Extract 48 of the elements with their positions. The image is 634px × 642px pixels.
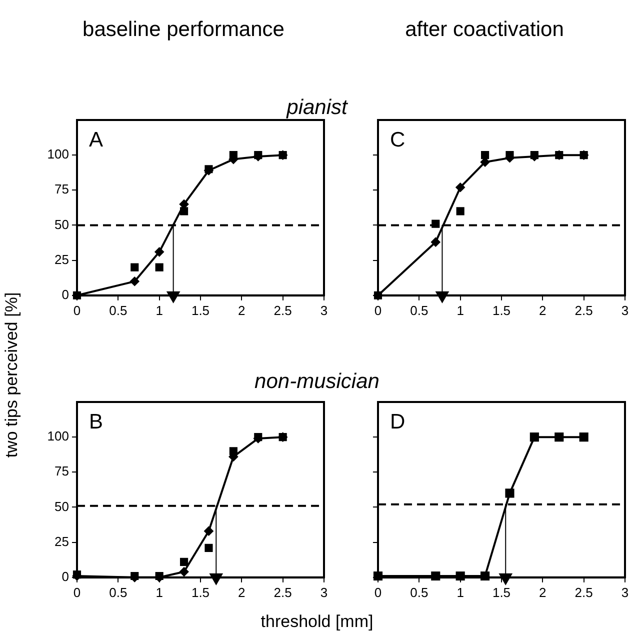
annotation: C: [390, 128, 406, 152]
annotation: D: [390, 410, 406, 434]
chart-title: after coactivation: [405, 18, 564, 42]
y-tick-label: 75: [54, 182, 69, 197]
chart-subtitle: non-musician: [254, 370, 380, 394]
x-tick-label: 2: [238, 584, 246, 600]
x-tick-label: 2.5: [574, 584, 593, 600]
x-tick-label: 3: [320, 584, 328, 600]
x-tick-label: 0: [73, 302, 81, 318]
x-tick-label: 0.5: [410, 302, 428, 318]
x-tick-label: 2: [238, 302, 246, 318]
y-tick-label: 50: [54, 216, 69, 232]
x-tick-label: 2: [539, 302, 546, 318]
y-axis-title: two tips perceived [%]: [2, 292, 22, 458]
annotation: B: [89, 410, 104, 434]
x-axis-title: threshold [mm]: [260, 612, 374, 632]
y-tick-label: 100: [47, 428, 69, 444]
x-tick-label: 0.5: [109, 302, 128, 318]
x-tick-label: 1: [156, 584, 163, 600]
x-tick-label: 0: [374, 584, 382, 600]
x-tick-label: 3: [320, 302, 328, 318]
y-tick-label: 0: [62, 568, 69, 584]
y-tick-label: 25: [54, 534, 69, 549]
chart-title: baseline performance: [82, 18, 284, 42]
x-tick-label: 3: [621, 584, 629, 600]
x-tick-label: 3: [621, 302, 629, 318]
x-tick-label: 0.5: [410, 584, 428, 600]
x-tick-label: 1: [156, 302, 163, 318]
y-tick-label: 50: [54, 498, 69, 514]
annotation: A: [89, 128, 104, 152]
x-tick-label: 1: [456, 584, 464, 600]
x-tick-label: 2: [539, 584, 546, 600]
y-tick-label: 0: [62, 286, 69, 302]
chart-subtitle: pianist: [286, 96, 348, 120]
x-tick-label: 0: [73, 584, 81, 600]
x-tick-label: 1: [456, 302, 464, 318]
x-tick-label: 2.5: [574, 302, 593, 318]
x-tick-label: 1.5: [191, 302, 210, 318]
y-tick-label: 100: [47, 146, 69, 162]
x-tick-label: 0: [374, 302, 382, 318]
x-tick-label: 1.5: [492, 584, 511, 600]
x-tick-label: 0.5: [109, 584, 128, 600]
y-tick-label: 25: [54, 252, 69, 267]
y-tick-label: 75: [54, 464, 69, 479]
x-tick-label: 1.5: [492, 302, 511, 318]
x-tick-label: 1.5: [191, 584, 210, 600]
x-tick-label: 2.5: [274, 584, 292, 600]
x-tick-label: 2.5: [274, 302, 292, 318]
